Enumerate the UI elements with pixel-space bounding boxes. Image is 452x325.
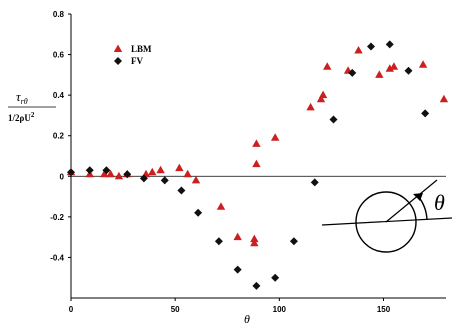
x-tick-label: 150 [377,305,391,314]
fv-point [252,281,261,290]
fv-point [160,176,169,185]
fv-point [139,174,148,183]
lbm-point [418,60,428,68]
fv-point [271,273,280,282]
inset-diagram: θ [321,179,452,253]
inset-angle-label: θ [434,190,445,215]
fv-point [421,109,430,118]
data-points [66,40,449,290]
fv-point [194,208,203,217]
fv-point [385,40,394,49]
inset-cylinder [355,191,417,253]
y-tick-label: 0.6 [53,51,65,60]
fv-point [233,265,242,274]
lbm-point [385,64,394,72]
inset-angle-arrowhead [413,193,423,201]
x-tick-label: 0 [69,305,74,314]
lbm-point [233,232,242,241]
lbm-point [323,62,332,70]
fv-point [123,170,132,179]
fv-point [329,115,338,124]
fv-point [102,166,111,175]
lbm-point [316,94,326,103]
y-tick-labels: -0.4 -0.2 0 0.2 0.4 0.6 0.8 [50,10,64,262]
x-axis-label: θ [244,312,250,325]
lbm-point [318,90,328,99]
y-tick-label: 0.2 [53,132,65,141]
lbm-point [250,234,259,243]
lbm-point [156,165,165,174]
x-tick-label: 50 [171,305,180,314]
lbm-point [175,163,184,172]
y-axis-label-numerator: τrθ [16,89,28,106]
lbm-point [148,167,157,176]
fv-point [404,66,413,75]
lbm-point [389,62,399,70]
lbm-point [375,70,384,78]
y-tick-label: 0 [60,172,65,181]
fv-point [177,186,186,195]
fv-point [289,237,298,246]
fv-point [310,178,319,187]
series-fv [67,40,430,290]
lbm-point [114,171,124,180]
lbm-point [306,102,315,111]
legend-marker-fv [114,57,122,65]
lbm-point [354,46,363,54]
fv-point [348,68,357,77]
legend-label-lbm: LBM [131,44,152,54]
plot-axes [68,13,446,301]
y-tick-label: -0.2 [50,213,64,222]
y-tick-label: 0.4 [53,91,65,100]
fv-point [214,237,223,246]
fv-point [85,166,94,175]
y-tick-label: -0.4 [50,253,64,262]
series-lbm [66,46,449,247]
lbm-point [270,133,280,141]
lbm-point [216,202,226,210]
lbm-point [252,159,261,168]
lbm-point [106,169,115,178]
legend: LBM FV [113,44,152,66]
inset-radius-line [385,179,438,223]
lbm-point [183,169,192,178]
fv-point [67,168,75,177]
lbm-point [439,94,449,103]
x-tick-label: 100 [273,305,287,314]
y-axis-label-denominator: 1/2ρU2 [8,111,35,123]
lbm-point [252,139,261,147]
legend-label-fv: FV [131,56,143,66]
legend-marker-lbm [113,44,123,52]
lbm-point [250,238,259,247]
x-tick-labels: 0 50 100 150 [69,305,391,314]
lbm-point [191,175,201,184]
y-tick-label: 0.8 [53,10,65,19]
lbm-point [100,169,109,178]
y-axis-label: τrθ 1/2ρU2 [8,89,56,123]
fv-point [367,42,375,51]
